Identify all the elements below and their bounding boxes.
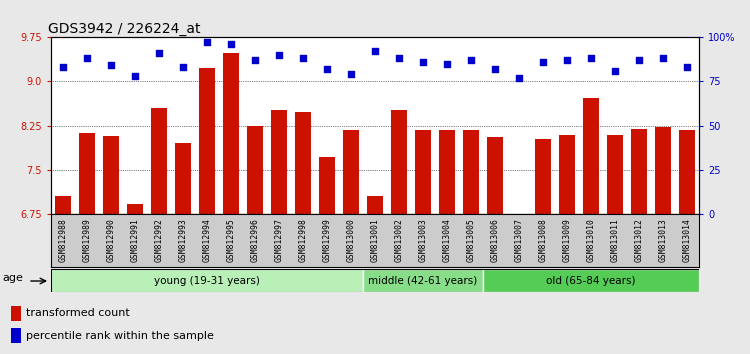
Text: GSM812994: GSM812994	[202, 218, 211, 262]
Text: GSM813005: GSM813005	[466, 218, 476, 262]
Point	[537, 59, 549, 65]
Text: GSM813012: GSM813012	[634, 218, 644, 262]
Text: GSM813006: GSM813006	[490, 218, 500, 262]
Point	[561, 57, 573, 63]
Bar	[11, 328, 21, 343]
Bar	[248, 126, 262, 214]
Text: young (19-31 years): young (19-31 years)	[154, 275, 260, 286]
Point	[249, 57, 261, 63]
Point	[441, 61, 453, 67]
Bar	[488, 137, 502, 214]
Point	[201, 40, 213, 45]
Bar	[584, 98, 598, 214]
Text: GSM813008: GSM813008	[538, 218, 548, 262]
Point	[369, 48, 381, 54]
Bar	[483, 269, 699, 292]
Bar	[272, 110, 286, 214]
Text: GSM812991: GSM812991	[130, 218, 140, 262]
Point	[57, 64, 69, 70]
Text: age: age	[2, 273, 23, 283]
Bar	[416, 130, 430, 214]
Bar	[104, 136, 118, 214]
Text: GSM812998: GSM812998	[298, 218, 307, 262]
Point	[609, 68, 621, 74]
Point	[273, 52, 285, 58]
Text: GSM812997: GSM812997	[274, 218, 284, 262]
Text: old (65-84 years): old (65-84 years)	[546, 275, 636, 286]
Text: GSM813000: GSM813000	[346, 218, 355, 262]
Bar	[128, 204, 142, 214]
Bar	[392, 110, 406, 214]
Bar	[11, 306, 21, 321]
Bar	[440, 130, 454, 214]
Point	[417, 59, 429, 65]
Text: GSM813009: GSM813009	[562, 218, 572, 262]
Point	[681, 64, 693, 70]
Text: GSM812995: GSM812995	[226, 218, 236, 262]
Point	[393, 56, 405, 61]
Bar	[320, 157, 334, 214]
Point	[585, 56, 597, 61]
Point	[81, 56, 93, 61]
Bar	[296, 112, 310, 214]
Point	[177, 64, 189, 70]
Text: middle (42-61 years): middle (42-61 years)	[368, 275, 478, 286]
Bar	[51, 269, 363, 292]
Bar	[608, 135, 622, 214]
Bar	[56, 196, 70, 214]
Bar	[344, 130, 358, 214]
Bar	[368, 196, 382, 214]
Point	[657, 56, 669, 61]
Point	[345, 72, 357, 77]
Bar	[560, 135, 574, 214]
Bar	[536, 139, 550, 214]
Text: GSM812993: GSM812993	[178, 218, 188, 262]
Text: GSM813001: GSM813001	[370, 218, 380, 262]
Point	[489, 66, 501, 72]
Point	[321, 66, 333, 72]
Text: GSM813002: GSM813002	[394, 218, 404, 262]
Point	[129, 73, 141, 79]
Bar	[224, 53, 238, 214]
Point	[153, 50, 165, 56]
Text: GSM813010: GSM813010	[586, 218, 596, 262]
Bar	[200, 68, 214, 214]
Text: GSM813011: GSM813011	[610, 218, 620, 262]
Text: GSM812999: GSM812999	[322, 218, 332, 262]
Bar	[680, 130, 694, 214]
Bar	[363, 269, 483, 292]
Point	[225, 41, 237, 47]
Bar	[80, 133, 94, 214]
Bar	[152, 108, 166, 214]
Point	[513, 75, 525, 81]
Text: GSM813014: GSM813014	[682, 218, 692, 262]
Text: transformed count: transformed count	[26, 308, 130, 318]
Text: GSM812996: GSM812996	[251, 218, 260, 262]
Text: percentile rank within the sample: percentile rank within the sample	[26, 331, 214, 341]
Text: GSM813004: GSM813004	[442, 218, 452, 262]
Text: GSM812988: GSM812988	[58, 218, 68, 262]
Text: GSM813013: GSM813013	[658, 218, 668, 262]
Text: GSM813007: GSM813007	[514, 218, 523, 262]
Text: GSM812989: GSM812989	[82, 218, 92, 262]
Point	[465, 57, 477, 63]
Point	[633, 57, 645, 63]
Bar	[656, 127, 670, 214]
Point	[105, 63, 117, 68]
Bar	[632, 129, 646, 214]
Bar	[176, 143, 190, 214]
Bar	[464, 130, 478, 214]
Text: GDS3942 / 226224_at: GDS3942 / 226224_at	[48, 22, 200, 36]
Text: GSM812992: GSM812992	[154, 218, 164, 262]
Bar	[512, 213, 526, 214]
Point	[297, 56, 309, 61]
Text: GSM812990: GSM812990	[106, 218, 116, 262]
Text: GSM813003: GSM813003	[419, 218, 428, 262]
